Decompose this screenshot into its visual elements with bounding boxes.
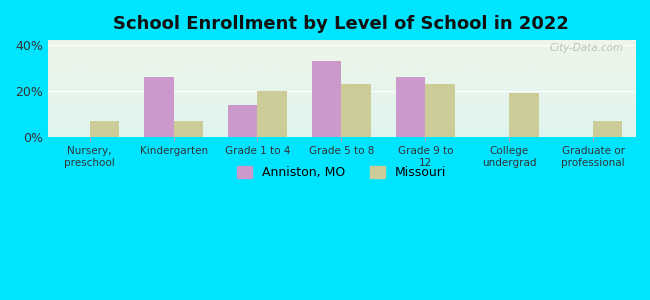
Bar	[257, 91, 287, 137]
Bar	[425, 84, 454, 137]
Bar	[593, 121, 623, 137]
Bar	[396, 77, 425, 137]
Bar	[509, 93, 538, 137]
Title: School Enrollment by Level of School in 2022: School Enrollment by Level of School in …	[114, 15, 569, 33]
Bar	[341, 84, 370, 137]
Bar	[228, 105, 257, 137]
Bar	[144, 77, 174, 137]
Text: City-Data.com: City-Data.com	[549, 43, 623, 53]
Bar	[312, 61, 341, 137]
Legend: Anniston, MO, Missouri: Anniston, MO, Missouri	[231, 161, 451, 184]
Bar	[90, 121, 119, 137]
Bar	[174, 121, 203, 137]
